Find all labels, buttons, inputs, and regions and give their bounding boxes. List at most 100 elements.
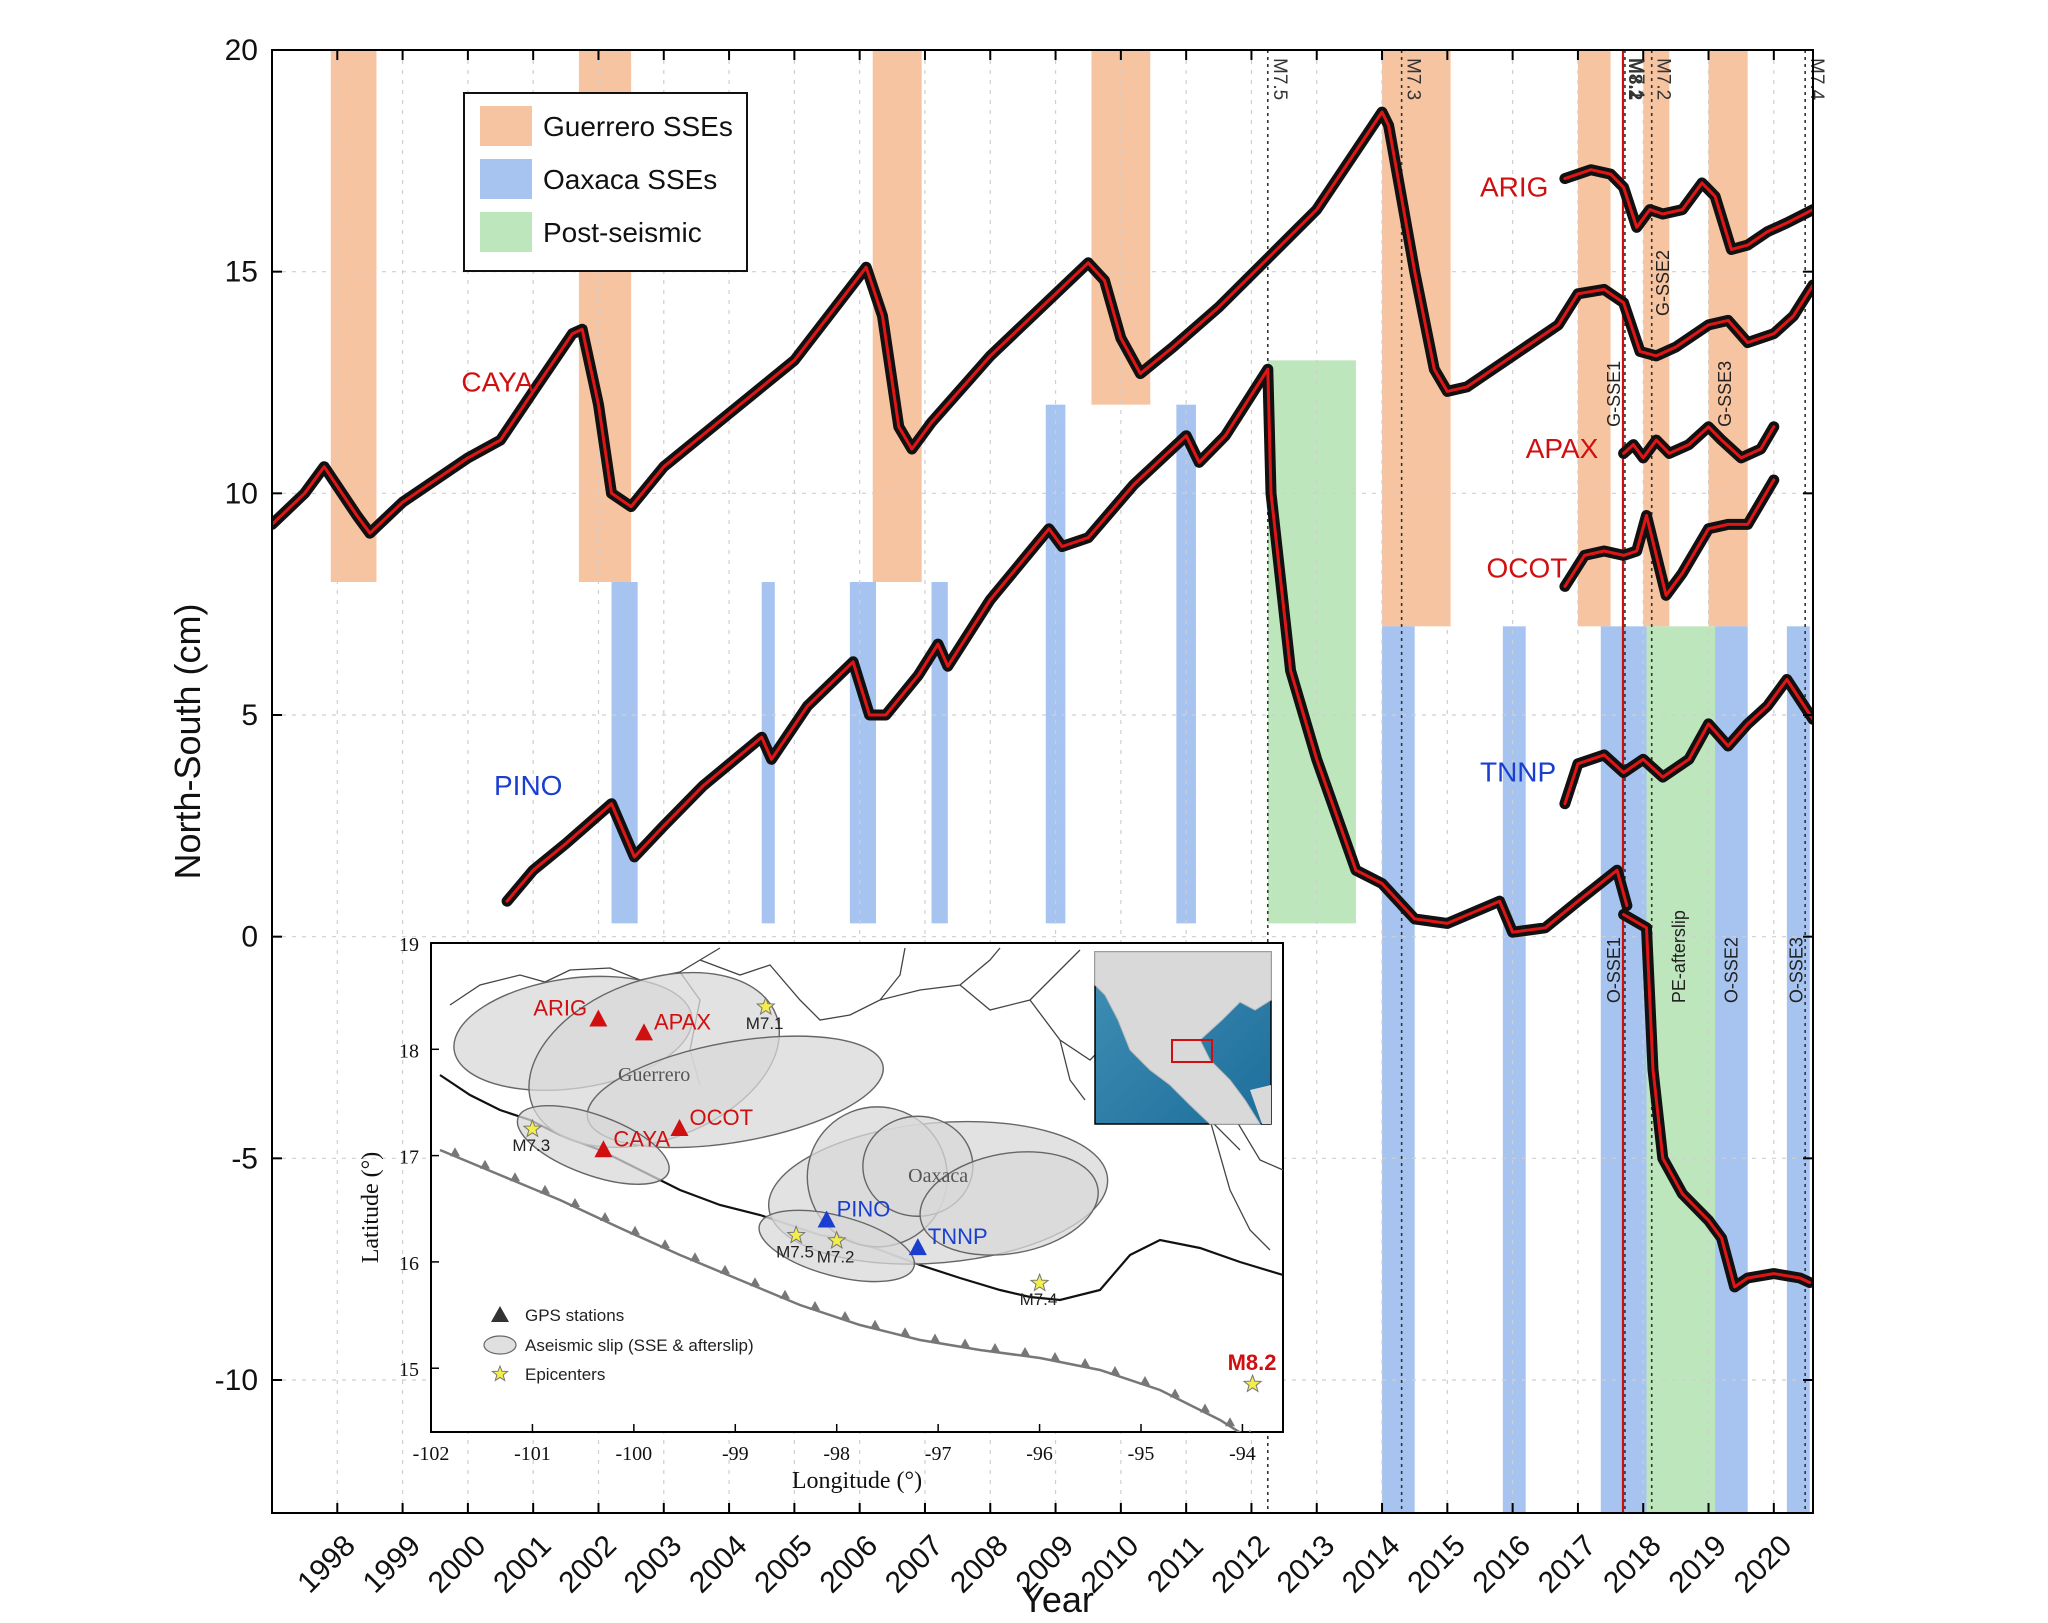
epicenter-label: M7.4 bbox=[1020, 1290, 1058, 1309]
event-label: O-SSE2 bbox=[1721, 937, 1741, 1003]
oaxaca-sse-band bbox=[1176, 404, 1196, 924]
oaxaca-sse-band bbox=[1600, 626, 1624, 1513]
inset-legend-label: Aseismic slip (SSE & afterslip) bbox=[525, 1336, 754, 1355]
x-tick-label: 2006 bbox=[814, 1529, 885, 1600]
y-tick-label: 20 bbox=[225, 34, 258, 67]
epicenter-marker bbox=[755, 996, 776, 1016]
locator-land bbox=[1094, 951, 1272, 1125]
trench-tooth bbox=[600, 1212, 610, 1221]
station-label: PINO bbox=[494, 770, 562, 801]
oaxaca-sse-band bbox=[1786, 626, 1810, 1513]
epicenter-marker bbox=[1029, 1272, 1050, 1292]
series-fit-line bbox=[1563, 478, 1776, 597]
trench-tooth bbox=[720, 1264, 730, 1274]
legend-label: Guerrero SSEs bbox=[543, 111, 733, 142]
trench-tooth bbox=[540, 1184, 550, 1194]
guerrero-sse-band bbox=[1577, 50, 1611, 627]
x-tick-label: 2011 bbox=[1141, 1530, 1210, 1599]
station-name: OCOT bbox=[690, 1105, 754, 1130]
inset-x-tick-label: -101 bbox=[514, 1443, 551, 1465]
legend-label: Post-seismic bbox=[543, 217, 702, 248]
station-label: OCOT bbox=[1487, 553, 1568, 584]
inset-x-tick-label: -98 bbox=[823, 1443, 850, 1465]
station-name: PINO bbox=[837, 1196, 891, 1221]
series-fit-line bbox=[505, 367, 1629, 934]
trench-tooth bbox=[1248, 1429, 1252, 1432]
epicenter-marker bbox=[786, 1224, 807, 1244]
inset-map: Guerrero Oaxaca ARIG APAX OCOT CAYA PINO TNNP M7… bbox=[358, 934, 1284, 1494]
trench-tooth bbox=[750, 1277, 760, 1287]
epicenter-marker bbox=[522, 1118, 543, 1138]
inset-x-tick-label: -102 bbox=[413, 1443, 450, 1465]
trench-tooth bbox=[990, 1343, 1000, 1352]
x-tick-label: 2008 bbox=[944, 1529, 1015, 1600]
legend-label: Oaxaca SSEs bbox=[543, 164, 717, 195]
epicenter-marker bbox=[1242, 1373, 1263, 1393]
locator-land-south bbox=[1250, 1085, 1271, 1124]
x-tick-label: 2020 bbox=[1728, 1529, 1799, 1600]
oaxaca-sse-band bbox=[611, 582, 638, 924]
y-tick-label: 15 bbox=[225, 256, 258, 289]
oaxaca-sse-band bbox=[1715, 626, 1748, 1513]
trench-tooth bbox=[930, 1333, 940, 1343]
x-tick-label: 2013 bbox=[1271, 1529, 1342, 1600]
event-label: O-SSE1 bbox=[1604, 937, 1624, 1003]
trench-tooth bbox=[810, 1301, 820, 1310]
y-tick-label: 10 bbox=[225, 477, 258, 510]
trench bbox=[439, 1148, 1242, 1432]
y-tick-label: -10 bbox=[215, 1364, 258, 1397]
station-name: CAYA bbox=[613, 1126, 670, 1151]
oaxaca-sse-band bbox=[849, 582, 876, 924]
y-tick-label: 0 bbox=[241, 921, 258, 954]
x-tick-label: 2001 bbox=[487, 1529, 558, 1600]
legend-epicenter-marker bbox=[491, 1364, 509, 1382]
legend-swatch bbox=[480, 212, 532, 252]
x-axis-title: Year bbox=[1021, 1579, 1094, 1620]
slip-patches bbox=[453, 971, 1109, 1283]
trench-tooth bbox=[1200, 1403, 1210, 1413]
station-name: TNNP bbox=[928, 1224, 988, 1249]
legend-gps-marker bbox=[491, 1306, 509, 1322]
oaxaca-sse-band bbox=[1502, 626, 1526, 1513]
x-tick-label: 2016 bbox=[1467, 1529, 1538, 1600]
region-label: Guerrero bbox=[618, 1064, 690, 1086]
trench-tooth bbox=[840, 1311, 850, 1320]
trench-tooth bbox=[450, 1147, 460, 1157]
trench-tooth bbox=[1225, 1417, 1235, 1427]
event-label: O-SSE3 bbox=[1787, 937, 1807, 1003]
legend: Guerrero SSEs Oaxaca SSEs Post-seismic bbox=[463, 92, 748, 272]
x-tick-label: 2004 bbox=[683, 1529, 754, 1600]
station-label: TNNP bbox=[1480, 757, 1556, 788]
inset-x-tick-label: -96 bbox=[1026, 1443, 1053, 1465]
station-label: ARIG bbox=[1480, 171, 1548, 202]
grid-lines bbox=[272, 49, 1813, 1513]
inset-axes: -102 -101 -100 -99 -98 -97 -96 -95 -94 19 18 17 16 15… bbox=[358, 934, 1256, 1494]
epicenter-label: M8.2 bbox=[1228, 1350, 1277, 1375]
station-label: APAX bbox=[1526, 433, 1599, 464]
trench-tooth bbox=[780, 1289, 790, 1299]
series-group bbox=[272, 106, 1813, 1293]
inset-x-tick-label: -95 bbox=[1128, 1443, 1155, 1465]
trench-tooth bbox=[1020, 1347, 1030, 1356]
series-fit-line bbox=[1622, 913, 1812, 1289]
earthquake-label: M7.3 bbox=[1403, 58, 1424, 100]
station-marker bbox=[589, 1009, 608, 1027]
station-name: APAX bbox=[654, 1009, 711, 1034]
trench-tooth bbox=[480, 1159, 490, 1169]
inset-y-tick-label: 17 bbox=[399, 1147, 419, 1169]
trench-teeth bbox=[450, 1147, 1252, 1432]
slip-patch bbox=[516, 1104, 670, 1185]
inset-x-tick-label: -99 bbox=[722, 1443, 749, 1465]
trench-tooth bbox=[690, 1252, 700, 1262]
epicenter-marker bbox=[826, 1230, 847, 1250]
legend-swatch bbox=[480, 159, 532, 199]
station-marker bbox=[817, 1210, 836, 1228]
oaxaca-sse-band bbox=[931, 582, 948, 924]
station-label: CAYA bbox=[461, 366, 533, 397]
oaxaca-sse-band bbox=[1623, 626, 1647, 1513]
earthquake-label: M8.2 bbox=[1624, 58, 1645, 100]
oaxaca-sse-band bbox=[1382, 626, 1415, 1513]
x-tick-label: 1998 bbox=[291, 1529, 362, 1600]
station-marker bbox=[594, 1140, 613, 1158]
